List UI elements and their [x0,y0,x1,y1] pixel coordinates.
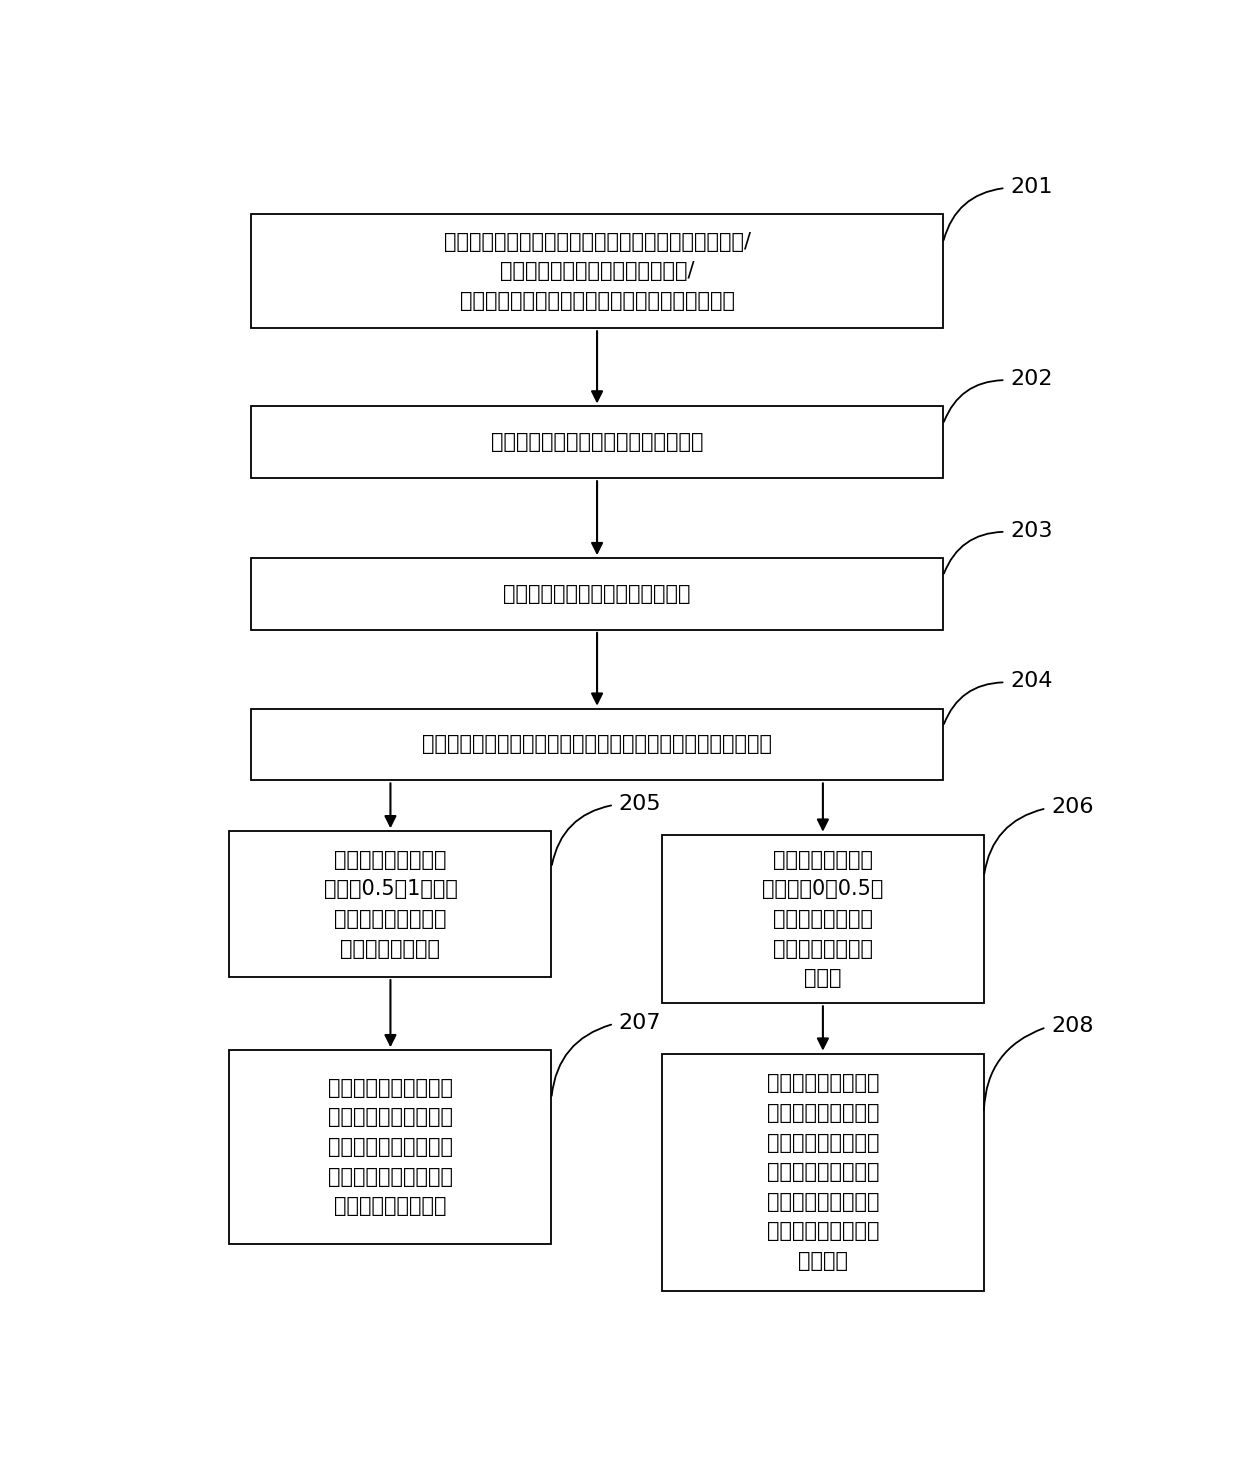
Text: 204: 204 [1011,671,1053,692]
FancyBboxPatch shape [229,831,552,977]
Text: 若根据所述行驶稳定因
子值确定汽车的稳定状
态为轻度失稳状态，则
启动整车控制单元进行
所述汽车的稳态控制: 若根据所述行驶稳定因 子值确定汽车的稳定状 态为轻度失稳状态，则 启动整车控制单… [327,1078,453,1216]
Text: 203: 203 [1011,521,1053,541]
Text: 205: 205 [619,794,661,815]
Text: 201: 201 [1011,178,1053,197]
Text: 获取汽车行车参数；所述行车参数至少包括：轮速、横/
纵向加速度、横摆角速度、发动机/
电机扭矩、驾驶员输入信息、车速、轮胎滚动半径: 获取汽车行车参数；所述行车参数至少包括：轮速、横/ 纵向加速度、横摆角速度、发动… [444,231,750,311]
FancyBboxPatch shape [250,708,944,780]
Text: 根据所述转向不足梯度值和所述车轮滑移率获得行驶稳定因子值: 根据所述转向不足梯度值和所述车轮滑移率获得行驶稳定因子值 [422,735,773,754]
Text: 202: 202 [1011,369,1053,390]
FancyBboxPatch shape [250,558,944,629]
Text: 208: 208 [1052,1016,1094,1037]
FancyBboxPatch shape [662,835,983,1003]
FancyBboxPatch shape [250,406,944,478]
Text: 若根据所述行驶稳定
因子值确定汽车的稳
定状态为重度失稳状
态，则启动整车控制
单元和车辆稳定控制
系统进行所述汽车的
稳态控制: 若根据所述行驶稳定 因子值确定汽车的稳 定状态为重度失稳状 态，则启动整车控制 … [766,1074,879,1271]
Text: 根据所述行车参数获得转向不足梯度值: 根据所述行车参数获得转向不足梯度值 [491,432,703,452]
Text: 207: 207 [619,1013,661,1034]
Text: 若所述行驶稳定因
子值位于0与0.5之
间，则确定汽车的
稳定状态为重度失
稳状态: 若所述行驶稳定因 子值位于0与0.5之 间，则确定汽车的 稳定状态为重度失 稳状… [763,850,884,988]
FancyBboxPatch shape [662,1053,983,1291]
FancyBboxPatch shape [229,1050,552,1244]
Text: 根据所述行车参数获得车轮滑移率: 根据所述行车参数获得车轮滑移率 [503,584,691,604]
Text: 206: 206 [1052,797,1094,818]
Text: 若所述行驶稳定因子
值位于0.5与1之间，
则确定汽车的稳定状
态为轻度失稳状态: 若所述行驶稳定因子 值位于0.5与1之间， 则确定汽车的稳定状 态为轻度失稳状态 [324,850,458,958]
FancyBboxPatch shape [250,215,944,329]
